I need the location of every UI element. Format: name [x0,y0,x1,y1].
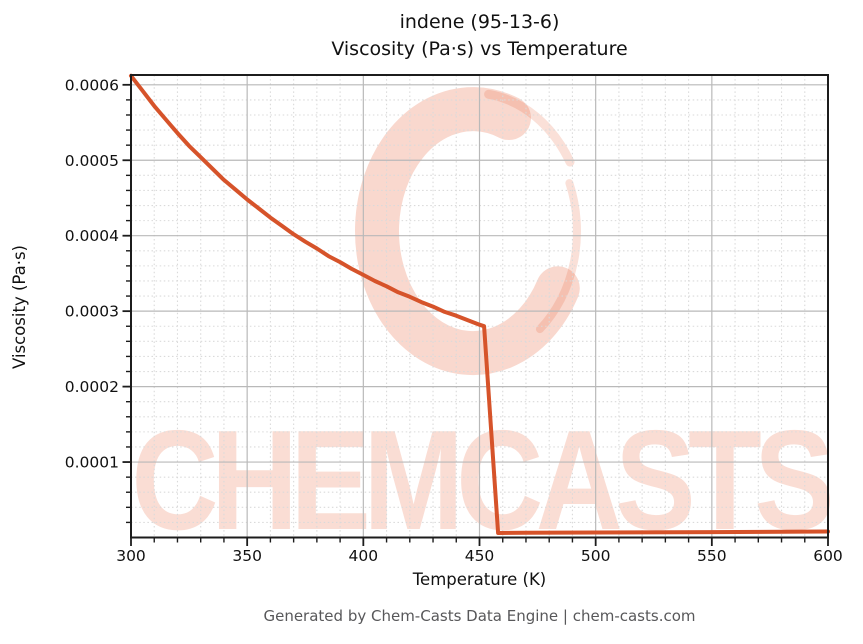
y-tick-label: 0.0005 [65,152,119,170]
x-tick-label: 550 [697,547,727,565]
plot-border [130,74,829,539]
x-tick-label: 300 [116,547,146,565]
y-tick-label: 0.0006 [65,76,119,94]
x-tick-label: 450 [465,547,495,565]
y-tick-label: 0.0001 [65,454,119,472]
footer-credit: Generated by Chem-Casts Data Engine | ch… [263,607,696,625]
y-tick-label: 0.0003 [65,303,119,321]
y-tick-label: 0.0002 [65,378,119,396]
chart-title: indene (95-13-6) Viscosity (Pa·s) vs Tem… [131,9,828,63]
y-tick-label: 0.0004 [65,227,119,245]
watermark-c-swoosh-icon [484,89,575,167]
x-tick-label: 500 [581,547,611,565]
x-tick-label: 600 [813,547,843,565]
watermark-c-swoosh-icon [535,179,581,334]
x-tick-label: 350 [232,547,262,565]
y-axis-label: Viscosity (Pa·s) [10,245,29,369]
chart-title-line1: indene (95-13-6) [399,11,560,33]
viscosity-curve [129,73,830,535]
watermark-c-icon [355,87,580,376]
chart-title-line2: Viscosity (Pa·s) vs Temperature [331,38,628,60]
x-axis-label: Temperature (K) [412,570,547,589]
x-tick-label: 400 [349,547,379,565]
